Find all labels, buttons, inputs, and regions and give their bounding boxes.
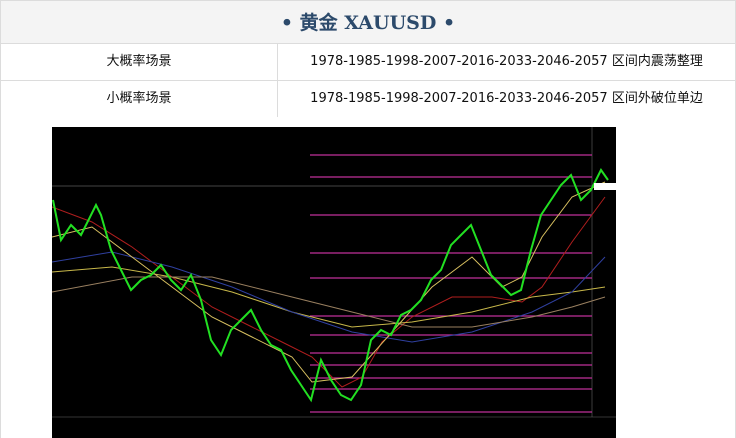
cell: 1978-1985-1998-2007-2016-2033-2046-2057 … [310,91,703,106]
chart-image [52,127,616,438]
cell: 大概率场景 [1,44,278,80]
title: • 黄金 XAUUSD • [1,0,735,44]
table-row: 大概率场景 1978-1985-1998-2007-2016-2033-2046… [1,44,735,81]
table-row: 小概率场景 1978-1985-1998-2007-2016-2033-2046… [1,81,735,118]
cell: 1978-1985-1998-2007-2016-2033-2046-2057 … [310,54,703,69]
cell: 小概率场景 [1,81,278,117]
chart-image-area [1,117,735,438]
